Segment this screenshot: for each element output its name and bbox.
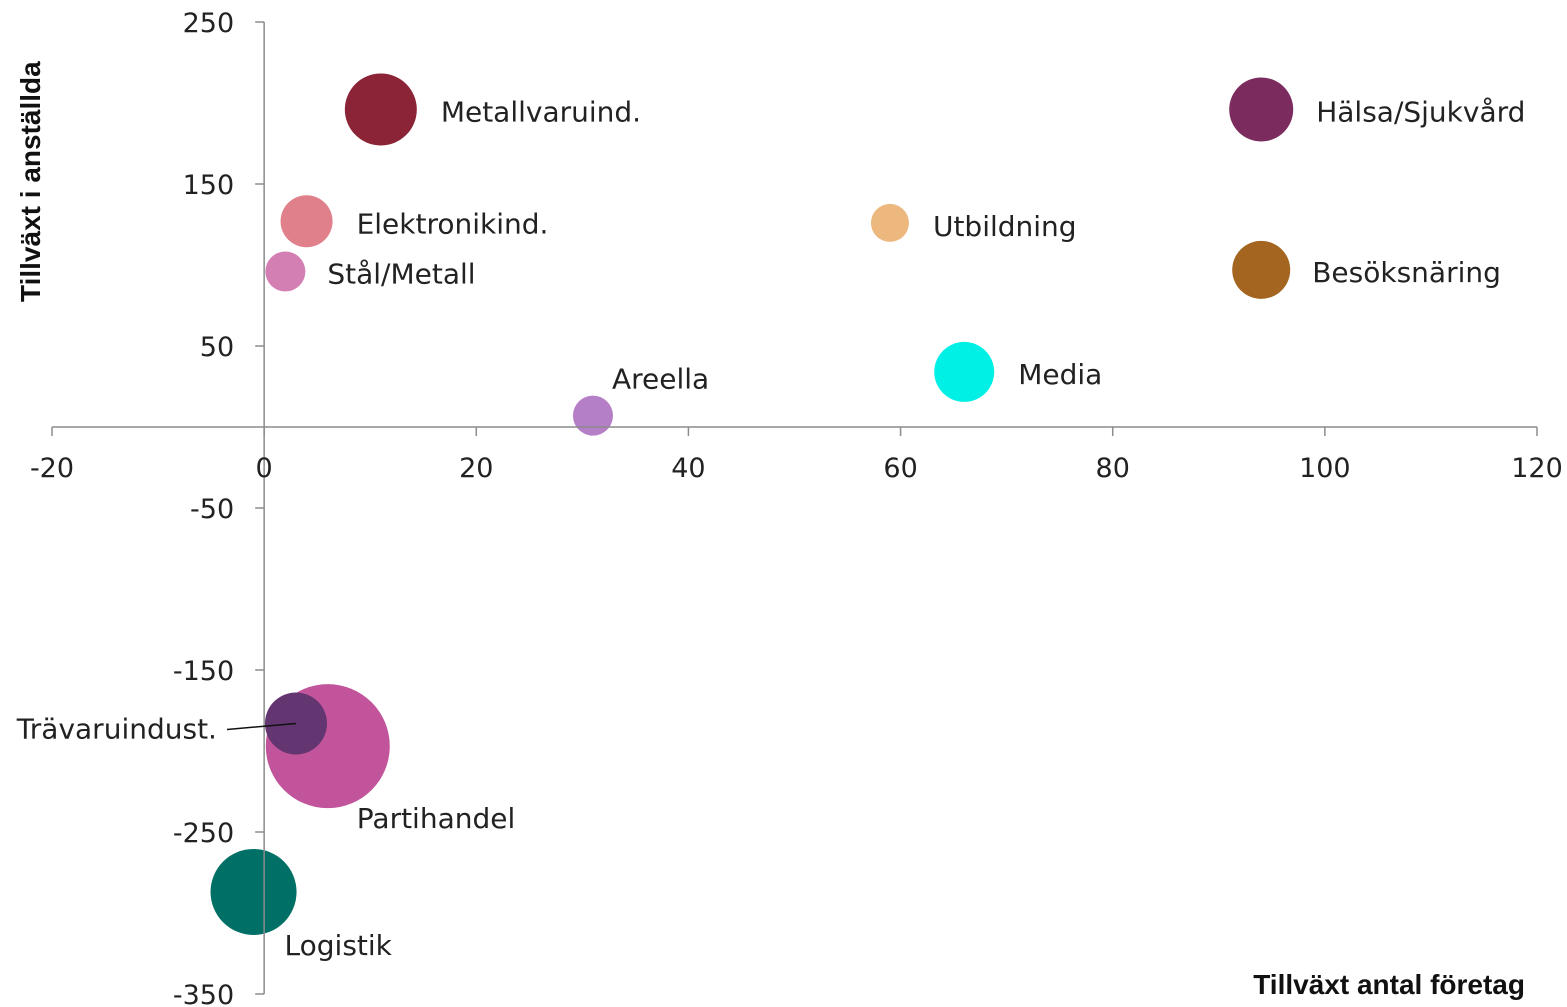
bubble-label: Media <box>1018 358 1102 391</box>
label-leader-line <box>226 722 297 731</box>
x-axis-title: Tillväxt antal företag <box>1253 969 1525 1000</box>
bubble-label: Utbildning <box>933 210 1077 243</box>
bubbles-layer <box>210 73 1294 935</box>
x-tick-label: 20 <box>459 453 493 484</box>
bubble-label: Stål/Metall <box>327 257 475 290</box>
bubble <box>265 251 306 292</box>
y-tick-label: 150 <box>183 170 235 201</box>
bubble-label: Hälsa/Sjukvård <box>1316 95 1525 128</box>
y-axis-title: Tillväxt i anställda <box>15 61 46 302</box>
y-tick-label: 250 <box>183 8 235 39</box>
x-tick-label: -20 <box>30 453 74 484</box>
bubble <box>1229 77 1294 142</box>
bubble-label: Areella <box>612 363 709 396</box>
bubble-label: Metallvaruind. <box>441 95 641 128</box>
x-tick-label: 60 <box>883 453 917 484</box>
y-tick-label: -150 <box>173 656 234 687</box>
bubble <box>280 195 333 248</box>
labels-layer: Metallvaruind. Hälsa/Sjukvård Elektronikin… <box>16 95 1526 961</box>
x-tick-label: 40 <box>671 453 705 484</box>
y-tick-label: 50 <box>200 332 234 363</box>
x-tick-label: 120 <box>1511 453 1563 484</box>
x-tick-label: 0 <box>256 453 273 484</box>
bubble-label: Logistik <box>285 929 393 962</box>
x-tick-label: 80 <box>1096 453 1130 484</box>
bubble <box>1232 240 1291 299</box>
x-tick-label: 100 <box>1299 453 1351 484</box>
y-tick-label: -250 <box>173 818 234 849</box>
y-tick-label: -350 <box>173 980 234 1007</box>
y-tick-label: -50 <box>190 494 234 525</box>
bubble <box>870 203 909 242</box>
bubble <box>572 395 613 436</box>
bubble <box>344 73 417 146</box>
axes-layer: -20 0 20 40 60 80 100 120 250 150 50 -50 -150 -250 -35… <box>30 8 1563 1007</box>
bubble-label: Partihandel <box>357 802 515 835</box>
bubble-label: Besöksnäring <box>1312 256 1501 289</box>
bubble <box>934 341 995 402</box>
bubble <box>210 848 297 935</box>
bubble-label: Elektronikind. <box>357 207 549 240</box>
bubble-label: Trävaruindust. <box>16 712 217 745</box>
